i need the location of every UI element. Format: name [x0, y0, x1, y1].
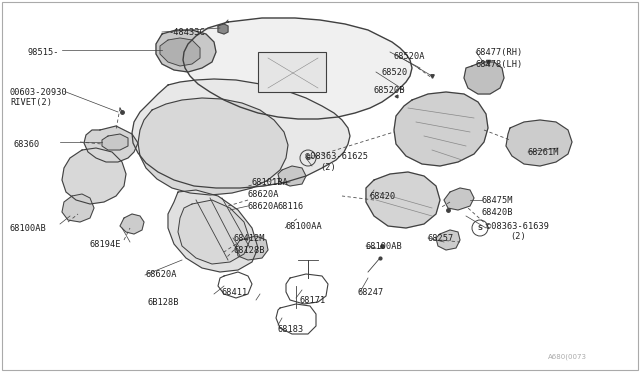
- Text: (2): (2): [510, 232, 525, 241]
- Text: 68128B: 68128B: [233, 246, 264, 255]
- Text: (2): (2): [320, 163, 336, 172]
- Polygon shape: [156, 30, 216, 72]
- Text: 68194E: 68194E: [90, 240, 122, 249]
- Text: 68412M: 68412M: [233, 234, 264, 243]
- Polygon shape: [218, 24, 228, 34]
- Text: S: S: [305, 155, 310, 161]
- Text: -48433C: -48433C: [168, 28, 205, 37]
- Text: RIVET(2): RIVET(2): [10, 98, 52, 107]
- Polygon shape: [160, 38, 200, 66]
- Text: 68520A: 68520A: [394, 52, 426, 61]
- Text: 68261M: 68261M: [528, 148, 559, 157]
- Polygon shape: [62, 194, 94, 222]
- Text: 68360: 68360: [14, 140, 40, 149]
- Text: 68100AB: 68100AB: [366, 242, 403, 251]
- Text: 00603-20930: 00603-20930: [10, 88, 68, 97]
- Polygon shape: [506, 120, 572, 166]
- Text: 68420: 68420: [370, 192, 396, 201]
- Text: 6B128B: 6B128B: [148, 298, 179, 307]
- Polygon shape: [84, 126, 138, 162]
- Bar: [258, 52, 326, 92]
- Text: 68420B: 68420B: [482, 208, 513, 217]
- Polygon shape: [394, 92, 488, 166]
- Polygon shape: [132, 79, 350, 188]
- Text: 68100AA: 68100AA: [285, 222, 322, 231]
- Text: 68475M: 68475M: [482, 196, 513, 205]
- Text: A680(0073: A680(0073: [548, 353, 587, 360]
- Text: 68620A: 68620A: [145, 270, 177, 279]
- Polygon shape: [236, 236, 268, 260]
- Polygon shape: [102, 134, 128, 150]
- Polygon shape: [178, 200, 250, 264]
- Polygon shape: [366, 172, 440, 228]
- Text: 68116: 68116: [278, 202, 304, 211]
- Text: 68477(RH): 68477(RH): [476, 48, 524, 57]
- Text: 98515-: 98515-: [28, 48, 60, 57]
- Text: 68520B: 68520B: [374, 86, 406, 95]
- Polygon shape: [278, 166, 306, 186]
- Text: 68620A: 68620A: [248, 190, 280, 199]
- Text: 68411: 68411: [222, 288, 248, 297]
- Polygon shape: [168, 190, 258, 272]
- Text: 68171: 68171: [300, 296, 326, 305]
- Text: 68620A: 68620A: [248, 202, 280, 211]
- Polygon shape: [444, 188, 474, 210]
- Polygon shape: [183, 18, 412, 119]
- Text: 68183: 68183: [278, 325, 304, 334]
- Polygon shape: [138, 98, 288, 195]
- Text: 68478(LH): 68478(LH): [476, 60, 524, 69]
- Text: ©08363-61625: ©08363-61625: [305, 152, 368, 161]
- Text: 68247: 68247: [358, 288, 384, 297]
- Polygon shape: [436, 230, 460, 250]
- Polygon shape: [464, 62, 504, 94]
- Text: S: S: [477, 225, 483, 231]
- Polygon shape: [120, 214, 144, 234]
- Text: 68100AB: 68100AB: [10, 224, 47, 233]
- Text: 68257: 68257: [428, 234, 454, 243]
- Polygon shape: [62, 148, 126, 204]
- Text: 68101BA: 68101BA: [252, 178, 289, 187]
- Text: ©08363-61639: ©08363-61639: [486, 222, 549, 231]
- Text: 68520: 68520: [382, 68, 408, 77]
